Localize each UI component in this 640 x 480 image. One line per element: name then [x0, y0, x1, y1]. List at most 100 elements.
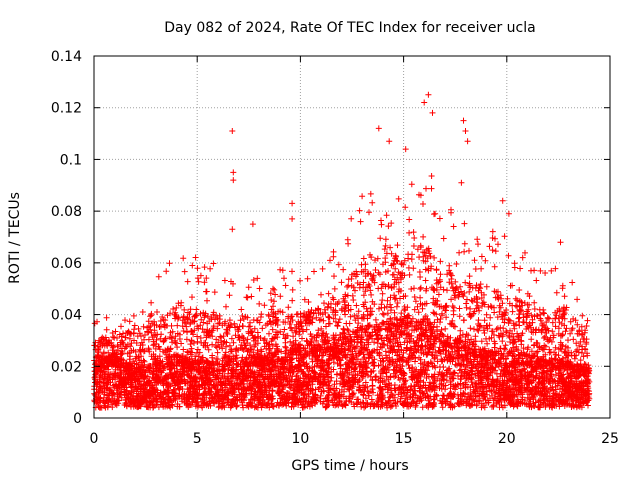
data-point [285, 304, 292, 311]
data-point [364, 347, 371, 354]
data-point [367, 311, 374, 318]
data-point [232, 324, 239, 331]
data-point [448, 209, 454, 216]
data-point [268, 297, 275, 303]
data-point [267, 290, 274, 297]
data-point [114, 347, 121, 354]
data-point [497, 373, 504, 380]
data-point [419, 389, 426, 396]
data-point [367, 333, 373, 339]
data-point [341, 388, 347, 395]
data-point [273, 317, 280, 324]
data-point [481, 330, 488, 336]
data-point [488, 380, 495, 387]
data-point [206, 392, 213, 399]
data-point [398, 310, 405, 317]
data-point [552, 344, 559, 351]
data-point [208, 314, 215, 321]
data-point [185, 388, 192, 395]
data-point [431, 254, 438, 261]
data-point [171, 395, 178, 402]
data-point [164, 372, 170, 379]
data-point [350, 284, 357, 291]
data-point [295, 342, 302, 348]
data-point [148, 299, 155, 306]
data-point [440, 333, 447, 339]
data-point [433, 266, 440, 273]
data-point [576, 342, 583, 349]
data-point [372, 267, 379, 273]
data-point [448, 296, 455, 303]
data-point [363, 305, 370, 312]
data-point [423, 402, 430, 409]
data-point [367, 190, 374, 197]
data-point [573, 340, 580, 347]
data-point [398, 321, 405, 328]
data-point [489, 247, 496, 254]
data-point [542, 270, 549, 276]
data-point [287, 338, 294, 345]
data-point [274, 322, 281, 328]
data-point [549, 328, 556, 335]
data-point [491, 332, 497, 338]
data-point [424, 351, 431, 358]
data-point [407, 402, 414, 409]
data-point [402, 378, 408, 385]
data-point [411, 322, 418, 329]
data-point [254, 340, 261, 347]
data-point [244, 348, 251, 355]
data-point [398, 393, 405, 400]
data-point [192, 373, 199, 380]
data-point [514, 303, 521, 310]
data-point [410, 349, 417, 356]
data-point [145, 345, 152, 352]
data-point [491, 263, 498, 270]
data-point [492, 248, 499, 255]
data-point [269, 387, 276, 394]
data-point [334, 360, 341, 367]
data-point [110, 343, 117, 350]
data-point [386, 359, 393, 366]
data-point [499, 300, 506, 307]
data-point [367, 373, 374, 380]
data-point [305, 299, 312, 305]
data-point [452, 323, 458, 330]
data-point [421, 300, 428, 307]
data-point [246, 351, 253, 358]
data-point [92, 392, 99, 398]
data-point [131, 322, 138, 329]
data-point [526, 301, 533, 308]
data-point [382, 348, 389, 355]
data-point [513, 343, 520, 350]
data-point [274, 334, 281, 341]
data-point [178, 340, 185, 347]
data-point [436, 377, 443, 384]
data-point [411, 235, 418, 241]
data-point [156, 393, 163, 400]
data-point [332, 318, 339, 325]
data-point [530, 353, 537, 360]
data-point [517, 308, 524, 315]
data-point [358, 268, 365, 275]
data-point [411, 306, 418, 313]
data-point [269, 326, 276, 333]
data-point [462, 279, 469, 286]
data-point [379, 297, 386, 304]
data-point [195, 367, 202, 374]
data-point [336, 316, 343, 323]
data-point [362, 266, 369, 273]
data-point [163, 268, 170, 275]
data-point [261, 335, 268, 342]
data-point [476, 307, 483, 314]
data-point [408, 256, 415, 263]
data-point [447, 385, 454, 392]
data-point [457, 327, 464, 334]
data-point [371, 279, 378, 286]
data-point [230, 339, 237, 346]
data-point [282, 319, 289, 326]
data-point [405, 362, 412, 368]
data-point [580, 353, 587, 360]
data-point [406, 216, 413, 223]
data-point [299, 335, 305, 342]
data-point [369, 354, 376, 361]
